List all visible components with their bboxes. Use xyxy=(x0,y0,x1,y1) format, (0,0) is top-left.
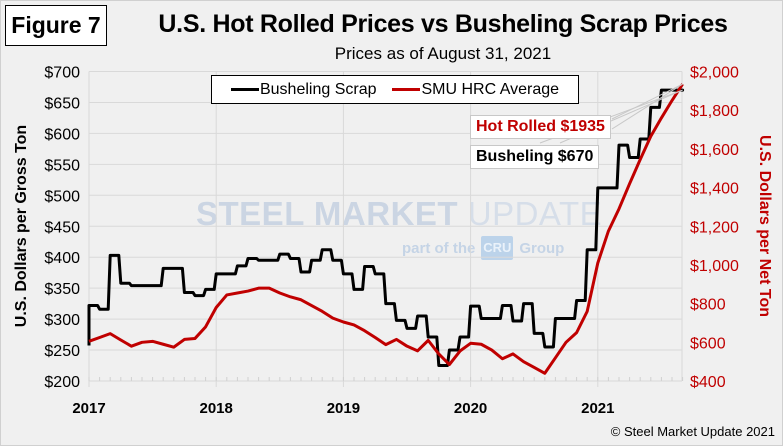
legend-item-hrc: SMU HRC Average xyxy=(392,81,559,99)
y-axis-title-left: U.S. Dollars per Gross Ton xyxy=(13,125,30,327)
legend-label-hrc: SMU HRC Average xyxy=(421,80,560,98)
y-tick-label-right: $600 xyxy=(690,335,726,352)
legend-item-busheling: Busheling Scrap xyxy=(230,80,377,99)
y-tick-label-right: $400 xyxy=(690,374,726,391)
y-tick-label-right: $1,400 xyxy=(690,181,739,198)
series-lines xyxy=(87,83,685,375)
y-tick-label-right: $1,800 xyxy=(690,103,739,120)
y-tick-label-left: $550 xyxy=(44,157,80,174)
chart-legend: Busheling Scrap SMU HRC Average xyxy=(211,75,579,104)
legend-swatch-hrc xyxy=(392,88,421,91)
axis-ticks: $200 $250 $300 $350 $400 $450 $500 $550 $600 $650… xyxy=(44,65,739,418)
y-tick-label-right: $1,000 xyxy=(690,258,739,275)
callout-hot-rolled: Hot Rolled $1935 xyxy=(470,115,611,139)
y-axis-title-right: U.S. Dollars per Net Ton xyxy=(756,135,773,317)
y-tick-label-left: $500 xyxy=(44,188,80,205)
watermark-post: Group xyxy=(519,239,565,257)
watermark-pre: part of the xyxy=(402,239,476,257)
cru-logo-icon: CRU xyxy=(481,236,514,260)
x-tick-label: 2019 xyxy=(327,400,360,417)
x-tick-label: 2018 xyxy=(200,400,233,417)
y-tick-label-left: $400 xyxy=(44,250,80,267)
y-tick-label-left: $700 xyxy=(44,65,80,82)
chart-title: U.S. Hot Rolled Prices vs Busheling Scra… xyxy=(158,10,728,38)
y-tick-label-left: $600 xyxy=(44,126,80,143)
legend-label-busheling: Busheling Scrap xyxy=(259,80,377,98)
legend-swatch-busheling xyxy=(230,88,259,91)
chart-subtitle: Prices as of August 31, 2021 xyxy=(334,44,552,63)
y-tick-label-left: $350 xyxy=(44,281,80,298)
y-tick-label-left: $250 xyxy=(44,343,80,360)
y-tick-label-right: $1,200 xyxy=(690,219,739,236)
y-tick-label-left: $300 xyxy=(44,312,80,329)
y-tick-label-right: $1,600 xyxy=(690,142,739,159)
figure-label: Figure 7 xyxy=(5,5,107,46)
x-tick-label: 2021 xyxy=(581,400,614,417)
leader-hot-rolled xyxy=(611,83,683,120)
gridlines xyxy=(88,71,684,387)
leader-hot-rolled xyxy=(611,83,683,130)
y-tick-label-right: $800 xyxy=(690,297,726,314)
y-tick-label-left: $650 xyxy=(44,95,80,112)
copyright-text: © Steel Market Update 2021 xyxy=(610,424,775,439)
watermark-subline: part of the CRU Group xyxy=(402,236,564,260)
y-tick-label-left: $450 xyxy=(44,219,80,236)
x-tick-label: 2020 xyxy=(454,400,487,417)
y-tick-label-right: $2,000 xyxy=(690,65,739,82)
callout-busheling: Busheling $670 xyxy=(470,145,600,169)
x-tick-label: 2017 xyxy=(72,400,105,417)
y-tick-label-left: $200 xyxy=(44,374,80,391)
